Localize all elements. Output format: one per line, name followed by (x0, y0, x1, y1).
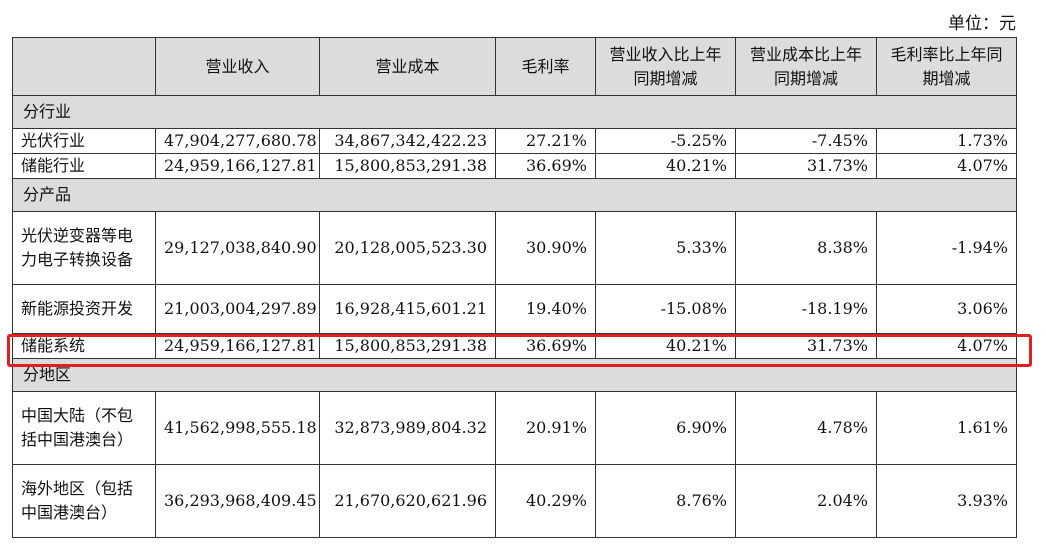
cell-revenue-change: 6.90% (595, 391, 736, 465)
financial-table: 营业收入 营业成本 毛利率 营业收入比上年同期增减 营业成本比上年同期增减 毛利… (12, 37, 1017, 538)
header-margin-change: 毛利率比上年同期增减 (876, 37, 1017, 96)
header-cost: 营业成本 (319, 37, 496, 96)
cell-cost: 16,928,415,601.21 (319, 284, 496, 334)
cell-cost: 20,128,005,523.30 (319, 211, 496, 285)
cell-cost: 15,800,853,291.38 (319, 153, 496, 179)
row-label: 光伏逆变器等电力电子转换设备 (12, 211, 156, 285)
cell-margin: 36.69% (495, 153, 596, 179)
cell-margin: 40.29% (495, 464, 596, 538)
section-title: 分地区 (12, 358, 1017, 392)
cell-cost-change: 8.38% (735, 211, 877, 285)
cell-cost: 34,867,342,422.23 (319, 128, 496, 154)
header-revenue: 营业收入 (155, 37, 320, 96)
cell-revenue: 36,293,968,409.45 (155, 464, 320, 538)
row-label: 储能行业 (12, 153, 156, 179)
table-row: 海外地区（包括中国港澳台） 36,293,968,409.45 21,670,6… (12, 464, 1017, 538)
cell-revenue: 21,003,004,297.89 (155, 284, 320, 334)
unit-label: 单位：元 (948, 14, 1016, 34)
cell-cost-change: 2.04% (735, 464, 877, 538)
cell-revenue-change: -15.08% (595, 284, 736, 334)
row-label: 储能系统 (12, 333, 156, 359)
cell-cost-change: -18.19% (735, 284, 877, 334)
header-row: 营业收入 营业成本 毛利率 营业收入比上年同期增减 营业成本比上年同期增减 毛利… (12, 37, 1017, 96)
cell-margin-change: -1.94% (876, 211, 1017, 285)
cell-margin-change: 1.73% (876, 128, 1017, 154)
cell-revenue-change: 5.33% (595, 211, 736, 285)
cell-margin: 20.91% (495, 391, 596, 465)
section-title: 分产品 (12, 178, 1017, 212)
cell-margin: 19.40% (495, 284, 596, 334)
cell-cost-change: 31.73% (735, 153, 877, 179)
header-blank (12, 37, 156, 96)
cell-cost: 15,800,853,291.38 (319, 333, 496, 359)
header-revenue-change: 营业收入比上年同期增减 (595, 37, 736, 96)
section-row-industry: 分行业 (12, 95, 1017, 129)
cell-cost: 32,873,989,804.32 (319, 391, 496, 465)
header-cost-change: 营业成本比上年同期增减 (735, 37, 877, 96)
table-row-highlighted: 储能系统 24,959,166,127.81 15,800,853,291.38… (12, 333, 1017, 359)
cell-revenue: 24,959,166,127.81 (155, 333, 320, 359)
cell-revenue-change: 40.21% (595, 333, 736, 359)
cell-revenue: 41,562,998,555.18 (155, 391, 320, 465)
table-row: 光伏行业 47,904,277,680.78 34,867,342,422.23… (12, 128, 1017, 154)
cell-margin-change: 3.06% (876, 284, 1017, 334)
row-label: 光伏行业 (12, 128, 156, 154)
cell-cost-change: 4.78% (735, 391, 877, 465)
section-title: 分行业 (12, 95, 1017, 129)
cell-revenue: 29,127,038,840.90 (155, 211, 320, 285)
section-row-region: 分地区 (12, 358, 1017, 392)
cell-revenue-change: 40.21% (595, 153, 736, 179)
table-row: 储能行业 24,959,166,127.81 15,800,853,291.38… (12, 153, 1017, 179)
cell-margin-change: 4.07% (876, 333, 1017, 359)
row-label: 海外地区（包括中国港澳台） (12, 464, 156, 538)
table-row: 中国大陆（不包括中国港澳台） 41,562,998,555.18 32,873,… (12, 391, 1017, 465)
cell-cost-change: 31.73% (735, 333, 877, 359)
header-margin: 毛利率 (495, 37, 596, 96)
section-row-product: 分产品 (12, 178, 1017, 212)
row-label: 新能源投资开发 (12, 284, 156, 334)
cell-margin: 36.69% (495, 333, 596, 359)
cell-cost-change: -7.45% (735, 128, 877, 154)
cell-revenue: 24,959,166,127.81 (155, 153, 320, 179)
table-row: 新能源投资开发 21,003,004,297.89 16,928,415,601… (12, 284, 1017, 334)
row-label: 中国大陆（不包括中国港澳台） (12, 391, 156, 465)
cell-margin: 30.90% (495, 211, 596, 285)
cell-margin-change: 1.61% (876, 391, 1017, 465)
cell-margin: 27.21% (495, 128, 596, 154)
cell-margin-change: 4.07% (876, 153, 1017, 179)
table-row: 光伏逆变器等电力电子转换设备 29,127,038,840.90 20,128,… (12, 211, 1017, 285)
cell-revenue-change: 8.76% (595, 464, 736, 538)
cell-margin-change: 3.93% (876, 464, 1017, 538)
cell-revenue: 47,904,277,680.78 (155, 128, 320, 154)
cell-revenue-change: -5.25% (595, 128, 736, 154)
cell-cost: 21,670,620,621.96 (319, 464, 496, 538)
